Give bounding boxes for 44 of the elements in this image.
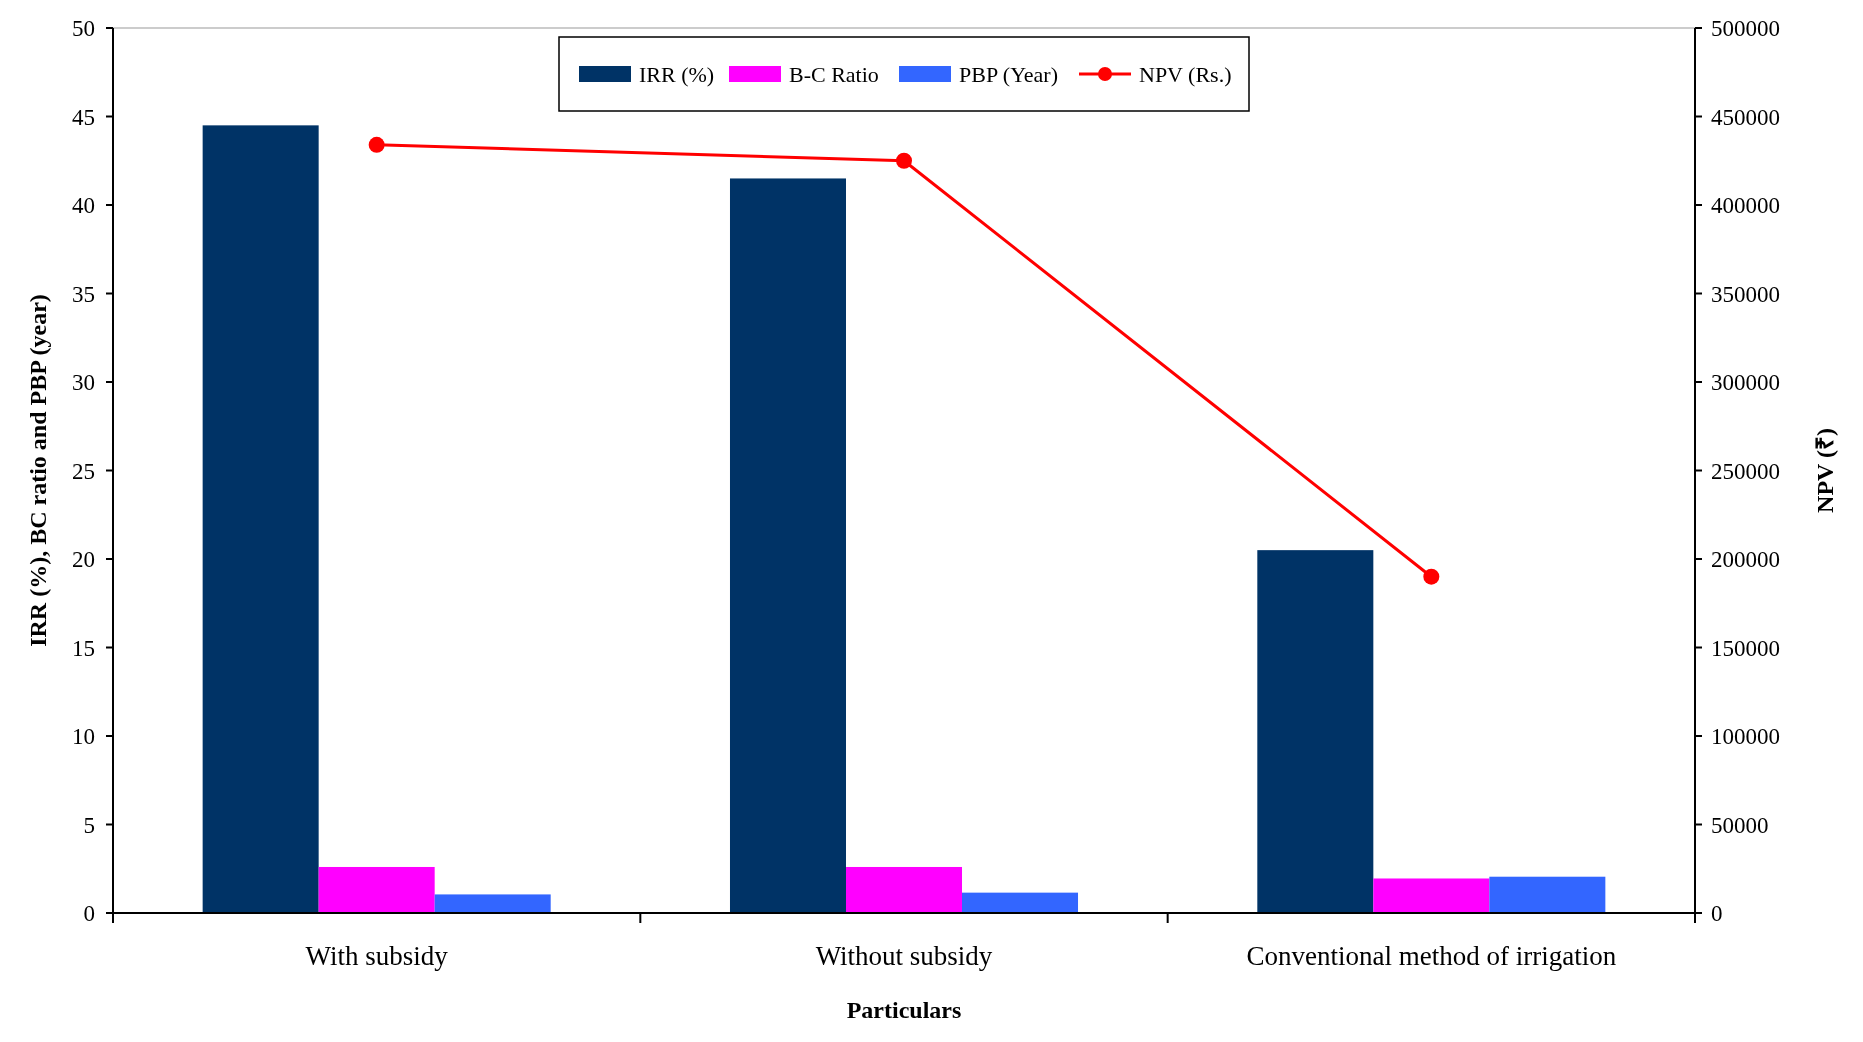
- bar: [1257, 550, 1374, 913]
- y2-tick-label: 350000: [1711, 281, 1780, 307]
- x-tick-label: Conventional method of irrigation: [1246, 941, 1617, 971]
- legend-label: PBP (Year): [959, 61, 1059, 87]
- y2-tick-label: 200000: [1711, 547, 1780, 573]
- y2-tick-label: 300000: [1711, 370, 1780, 396]
- y-tick-label: 20: [72, 547, 95, 573]
- bar: [434, 894, 551, 913]
- point: [368, 136, 385, 153]
- x-tick-label: With subsidy: [305, 941, 449, 971]
- bar: [845, 866, 963, 913]
- y-tick-label: 10: [72, 724, 95, 750]
- legend-label: B-C Ratio: [789, 61, 879, 87]
- y-tick-label: 0: [83, 901, 95, 927]
- y-tick-label: 30: [72, 370, 95, 396]
- y-tick-label: 50: [72, 16, 95, 42]
- y2-axis-title: NPV (₹): [1812, 428, 1838, 513]
- y2-tick-label: 400000: [1711, 193, 1780, 219]
- y2-tick-label: 100000: [1711, 724, 1780, 750]
- bar: [1489, 876, 1606, 913]
- x-axis-title: Particulars: [846, 997, 962, 1023]
- point: [1423, 568, 1440, 585]
- x-tick-label: Without subsidy: [815, 941, 993, 971]
- bar: [202, 125, 319, 913]
- y2-tick-label: 150000: [1711, 635, 1780, 661]
- y-tick-label: 40: [72, 193, 95, 219]
- bar: [729, 178, 846, 913]
- point: [896, 152, 912, 169]
- y-tick-label: 45: [72, 104, 95, 130]
- y-tick-label: 25: [72, 458, 95, 484]
- bar: [1373, 878, 1490, 913]
- y2-tick-label: 450000: [1711, 104, 1780, 130]
- y-tick-label: 15: [72, 635, 95, 661]
- y2-tick-label: 500000: [1711, 16, 1780, 42]
- legend-label: NPV (Rs.): [1139, 61, 1232, 87]
- bar: [962, 892, 1079, 913]
- y-tick-label: 5: [83, 812, 95, 838]
- y2-tick-label: 250000: [1711, 458, 1780, 484]
- legend-label: IRR (%): [639, 61, 715, 87]
- y-tick-label: 35: [72, 281, 95, 307]
- y2-tick-label: 0: [1711, 901, 1723, 927]
- y-axis-title: IRR (%), BC ratio and PBP (year): [25, 294, 51, 647]
- bar: [318, 866, 435, 913]
- y2-tick-label: 50000: [1711, 812, 1769, 838]
